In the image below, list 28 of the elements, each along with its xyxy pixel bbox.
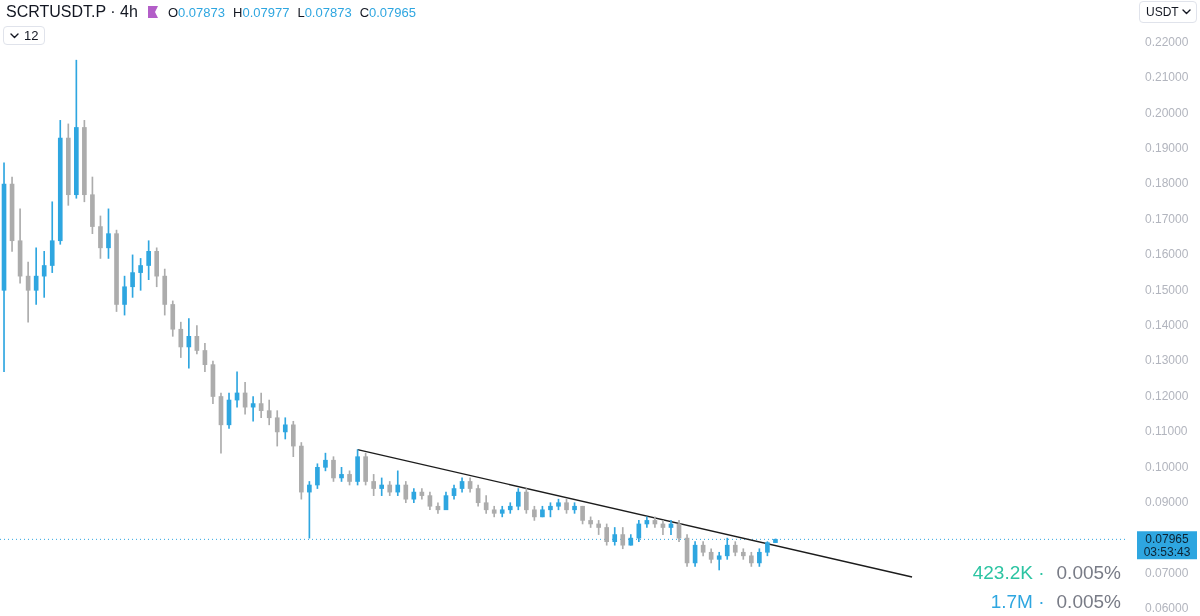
y-tick-label: 0.07000	[1145, 565, 1189, 580]
y-axis-title: USDT	[1146, 4, 1179, 21]
text: 03:53:43	[1143, 544, 1191, 559]
y-tick-label: 0.21000	[1145, 70, 1189, 85]
y-tick-label: 0.10000	[1145, 459, 1189, 474]
chart-title: SCRTUSDT.P · 4h	[6, 3, 138, 21]
candlestick	[379, 477, 385, 496]
y-tick-label: 0.18000	[1145, 176, 1189, 191]
annotation: 12	[24, 27, 39, 44]
y-tick-label: 0.09000	[1145, 495, 1189, 510]
annotation: 0.005%	[1056, 561, 1121, 584]
annotation: 1.7M ·	[990, 590, 1045, 613]
y-tick-label: 0.16000	[1145, 247, 1189, 262]
candlestick	[41, 251, 47, 298]
y-tick-label: 0.19000	[1145, 141, 1189, 155]
y-tick-label: 0.20000	[1145, 105, 1189, 120]
y-tick-label: 0.14000	[1145, 318, 1189, 333]
y-tick-label: 0.11000	[1145, 424, 1188, 439]
y-tick-label: 0.13000	[1145, 353, 1189, 368]
y-tick-label: 0.15000	[1145, 282, 1189, 297]
annotation: 423.2K ·	[972, 561, 1045, 584]
ref-line-label: 0.07965	[1145, 531, 1190, 546]
annotation: 0.005%	[1056, 590, 1121, 613]
chart-subtitle: O0.07873 H0.07977 L0.07873 C0.07965	[167, 4, 417, 20]
y-tick-label: 0.17000	[1145, 211, 1189, 226]
y-tick-label: 0.12000	[1145, 388, 1189, 403]
y-tick-label: 0.06000	[1145, 601, 1189, 616]
y-tick-label: 0.22000	[1145, 34, 1189, 49]
